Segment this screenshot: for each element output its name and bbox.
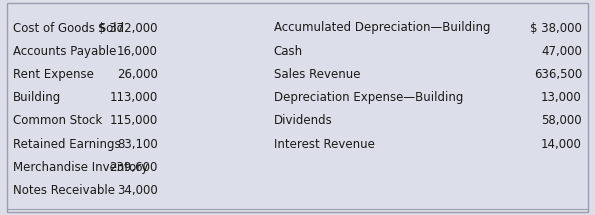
Text: Depreciation Expense—Building: Depreciation Expense—Building xyxy=(274,91,463,104)
Text: Notes Receivable: Notes Receivable xyxy=(13,184,115,197)
Text: Retained Earnings: Retained Earnings xyxy=(13,138,121,150)
Text: 83,100: 83,100 xyxy=(117,138,158,150)
Text: 16,000: 16,000 xyxy=(117,45,158,58)
Text: 34,000: 34,000 xyxy=(117,184,158,197)
Text: Sales Revenue: Sales Revenue xyxy=(274,68,360,81)
Text: 113,000: 113,000 xyxy=(109,91,158,104)
Text: 47,000: 47,000 xyxy=(541,45,582,58)
Text: Cost of Goods Sold: Cost of Goods Sold xyxy=(13,22,124,34)
Text: Dividends: Dividends xyxy=(274,114,333,127)
Text: 636,500: 636,500 xyxy=(534,68,582,81)
Text: Interest Revenue: Interest Revenue xyxy=(274,138,375,150)
Text: 239,600: 239,600 xyxy=(109,161,158,174)
Text: Building: Building xyxy=(13,91,61,104)
Text: Accounts Payable: Accounts Payable xyxy=(13,45,117,58)
Text: Merchandise Inventory: Merchandise Inventory xyxy=(13,161,148,174)
Text: 58,000: 58,000 xyxy=(541,114,582,127)
Text: 14,000: 14,000 xyxy=(541,138,582,150)
Text: $ 38,000: $ 38,000 xyxy=(530,22,582,34)
Text: $ 372,000: $ 372,000 xyxy=(98,22,158,34)
Text: 26,000: 26,000 xyxy=(117,68,158,81)
Text: 13,000: 13,000 xyxy=(541,91,582,104)
Text: Accumulated Depreciation—Building: Accumulated Depreciation—Building xyxy=(274,22,490,34)
Text: 115,000: 115,000 xyxy=(109,114,158,127)
Text: Cash: Cash xyxy=(274,45,303,58)
Text: Common Stock: Common Stock xyxy=(13,114,102,127)
Text: Rent Expense: Rent Expense xyxy=(13,68,94,81)
